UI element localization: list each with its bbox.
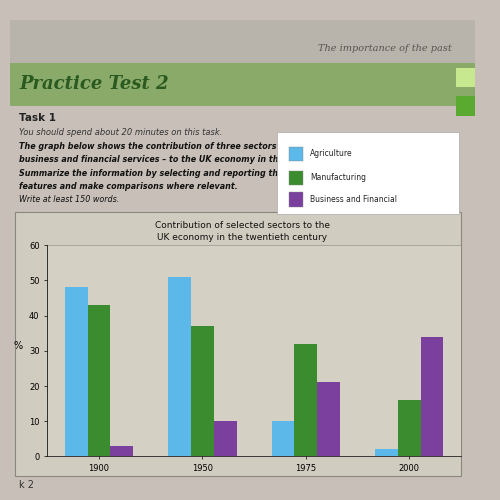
Text: UK economy in the twentieth century: UK economy in the twentieth century [158,234,328,242]
FancyBboxPatch shape [10,63,475,106]
Text: Write at least 150 words.: Write at least 150 words. [20,195,119,204]
Text: business and financial services – to the UK economy in the twentieth century.: business and financial services – to the… [20,156,370,164]
Text: Manufacturing: Manufacturing [310,174,366,182]
Bar [191,326,214,456]
Text: Agriculture: Agriculture [310,150,352,158]
Bar [398,400,420,456]
Bar [289,147,303,161]
Text: The importance of the past: The importance of the past [318,44,452,53]
FancyBboxPatch shape [278,132,458,214]
Text: k 2: k 2 [20,480,34,490]
Bar [110,446,133,456]
Text: The graph below shows the contribution of three sectors – agriculture, manufactu: The graph below shows the contribution o… [20,142,432,152]
Bar [65,288,88,456]
FancyBboxPatch shape [10,20,475,68]
Text: features and make comparisons where relevant.: features and make comparisons where rele… [20,182,238,191]
Bar [456,96,475,116]
Bar [289,192,303,207]
Bar [375,450,398,456]
Text: Practice Test 2: Practice Test 2 [20,76,169,94]
Bar [88,305,110,456]
Text: Summarize the information by selecting and reporting the main: Summarize the information by selecting a… [20,168,309,177]
Bar [214,421,236,456]
Text: Business and Financial: Business and Financial [310,195,397,204]
Bar [420,336,444,456]
Bar [456,68,475,87]
Y-axis label: %: % [14,341,22,351]
Text: Contribution of selected sectors to the: Contribution of selected sectors to the [155,222,330,230]
Text: You should spend about 20 minutes on this task.: You should spend about 20 minutes on thi… [20,128,222,137]
Bar [317,382,340,456]
Bar [294,344,317,457]
Bar [289,171,303,185]
Bar [168,277,191,456]
Text: Task 1: Task 1 [20,113,57,123]
Bar [272,421,294,456]
Bar [14,212,461,476]
